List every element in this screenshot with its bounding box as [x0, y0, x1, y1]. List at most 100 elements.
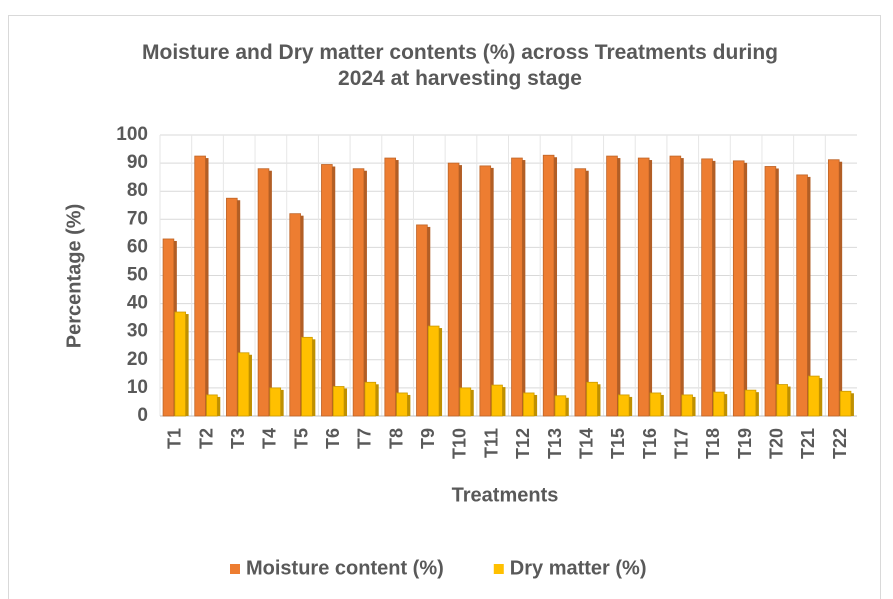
bar: [289, 213, 301, 417]
bar: [839, 390, 852, 417]
bar-side: [617, 158, 621, 416]
bar: [744, 389, 757, 417]
bar-side: [680, 158, 684, 416]
bar-side: [470, 389, 474, 416]
bar-side: [395, 160, 399, 416]
x-axis-title: Treatments: [452, 484, 559, 506]
y-tick-label: 40: [127, 293, 148, 314]
chart-title: Moisture and Dry matter contents (%) acr…: [142, 41, 778, 90]
bar-side: [565, 397, 569, 416]
y-tick-label: 30: [127, 321, 148, 342]
bar-side: [490, 167, 494, 416]
legend-swatch: [230, 564, 240, 574]
bar-side: [300, 215, 304, 416]
bar: [732, 160, 745, 417]
legend-swatch: [493, 564, 504, 574]
bar-side: [839, 161, 843, 416]
bar: [364, 381, 377, 417]
bar: [606, 155, 618, 417]
x-tick-label: T5: [291, 428, 311, 449]
y-tick-label: 100: [116, 124, 148, 145]
bar-side: [585, 170, 589, 416]
bar-side: [649, 160, 653, 416]
bar-side: [522, 160, 526, 416]
bar: [416, 224, 428, 417]
x-tick-label: T13: [545, 428, 565, 459]
bar-side: [458, 165, 462, 416]
bar-side: [534, 394, 538, 416]
bar: [384, 157, 397, 417]
x-tick-label: T7: [355, 428, 375, 449]
bar: [257, 168, 270, 417]
bar-side: [248, 354, 252, 416]
x-tick-label: T12: [513, 428, 533, 459]
x-tick-label: T1: [165, 428, 185, 449]
bar-side: [185, 314, 189, 416]
bar-side: [268, 170, 272, 416]
bar-side: [344, 388, 348, 416]
x-tick-label: T16: [640, 428, 660, 459]
bar-side: [363, 170, 367, 416]
bar: [479, 165, 492, 417]
y-tick-label: 10: [127, 377, 148, 398]
bar-side: [375, 384, 379, 416]
bar-side: [217, 396, 221, 416]
bar: [574, 168, 587, 417]
bar: [542, 154, 555, 417]
bar-side: [787, 386, 791, 416]
bar: [554, 395, 567, 417]
bar-side: [712, 160, 716, 416]
x-tick-label: T19: [735, 428, 755, 459]
bar: [447, 162, 460, 417]
y-tick-label: 20: [127, 349, 148, 370]
x-tick-label: T20: [767, 428, 787, 459]
x-tick-label: T8: [386, 428, 406, 449]
x-tick-label: T15: [608, 428, 628, 459]
bar: [352, 168, 365, 417]
bar-side: [755, 392, 759, 416]
bar-side: [724, 394, 728, 416]
bar-side: [850, 393, 854, 416]
bar: [269, 387, 282, 417]
bar: [162, 238, 175, 417]
bar-side: [205, 158, 209, 416]
bar-side: [439, 328, 443, 416]
bar-side: [502, 387, 506, 416]
y-tick-label: 70: [127, 208, 148, 229]
bar-side: [427, 226, 431, 416]
x-tick-label: T9: [418, 428, 438, 449]
bar: [776, 384, 788, 417]
bar-side: [775, 168, 779, 416]
y-tick-label: 80: [127, 180, 148, 201]
bar: [808, 375, 820, 417]
bar: [459, 387, 472, 417]
bar-side: [692, 396, 696, 416]
y-tick-label: 50: [127, 265, 148, 286]
bar: [586, 381, 598, 417]
bar-side: [744, 162, 748, 416]
bar: [511, 157, 523, 417]
bar-side: [629, 396, 633, 416]
bar: [174, 311, 187, 417]
bar: [332, 386, 345, 417]
bar: [396, 392, 408, 417]
bar: [796, 174, 808, 417]
bar: [522, 392, 535, 417]
bar-side: [237, 200, 241, 416]
bar: [617, 394, 630, 417]
x-tick-label: T17: [672, 428, 692, 459]
bar: [649, 392, 662, 417]
x-tick-label: T22: [830, 428, 850, 459]
x-tick-label: T14: [576, 428, 596, 459]
x-tick-label: T21: [798, 428, 818, 459]
bar: [206, 394, 218, 417]
y-tick-label: 0: [137, 405, 148, 426]
bar: [321, 164, 333, 417]
x-tick-label: T2: [196, 428, 216, 449]
x-tick-label: T4: [260, 428, 280, 449]
x-tick-label: T18: [703, 428, 723, 459]
bar-side: [807, 176, 811, 416]
legend-label: Dry matter (%): [510, 557, 647, 579]
bar-side: [312, 339, 316, 416]
